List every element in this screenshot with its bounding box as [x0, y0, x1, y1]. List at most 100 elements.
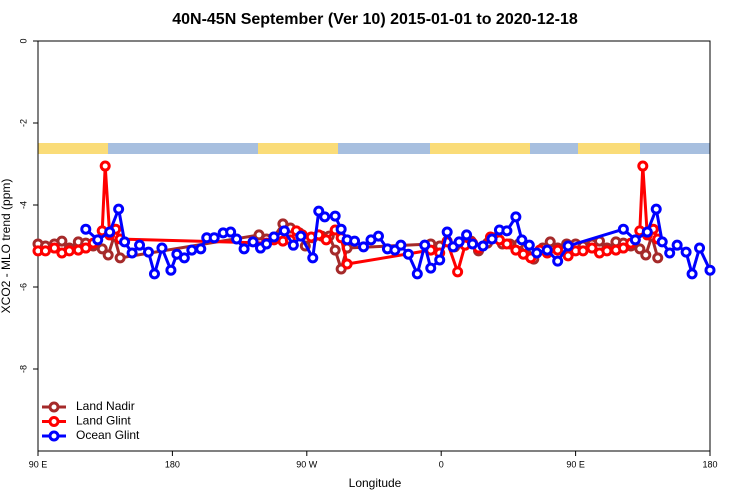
- y-tick-label: 0: [18, 38, 28, 43]
- point: [143, 246, 155, 258]
- point: [541, 244, 553, 256]
- point: [637, 160, 649, 172]
- point: [231, 233, 243, 245]
- x-tick-label: 90 E: [29, 459, 48, 469]
- point: [395, 239, 407, 251]
- legend-marker: [48, 430, 60, 442]
- point: [48, 242, 60, 254]
- point: [671, 239, 683, 251]
- point: [419, 239, 431, 251]
- point: [260, 238, 272, 250]
- point: [156, 242, 168, 254]
- legend-marker: [48, 401, 60, 413]
- legend-label: Ocean Glint: [76, 428, 140, 442]
- point: [92, 234, 104, 246]
- point: [319, 211, 331, 223]
- legend-label: Land Nadir: [76, 399, 135, 413]
- point: [287, 239, 299, 251]
- point: [523, 239, 535, 251]
- point: [686, 268, 698, 280]
- point: [434, 254, 446, 266]
- y-tick-label: -4: [18, 201, 28, 209]
- point: [113, 203, 125, 215]
- point: [335, 223, 347, 235]
- point: [601, 245, 613, 257]
- point: [402, 248, 414, 260]
- point: [372, 230, 384, 242]
- point: [341, 258, 353, 270]
- point: [501, 225, 513, 237]
- point: [461, 229, 473, 241]
- point: [39, 245, 51, 257]
- point: [349, 235, 361, 247]
- point: [134, 239, 146, 251]
- point: [641, 226, 653, 238]
- point: [694, 242, 706, 254]
- point: [467, 238, 479, 250]
- point: [656, 236, 668, 248]
- point: [80, 223, 92, 235]
- point: [208, 232, 220, 244]
- point: [617, 223, 629, 235]
- y-tick-label: -2: [18, 119, 28, 127]
- point: [562, 250, 574, 262]
- point: [56, 235, 68, 247]
- point: [510, 211, 522, 223]
- x-tick-label: 90 E: [566, 459, 585, 469]
- point: [358, 241, 370, 253]
- point: [238, 243, 250, 255]
- x-axis-label: Longitude: [349, 476, 402, 490]
- point: [640, 249, 652, 261]
- point: [295, 230, 307, 242]
- point: [119, 236, 131, 248]
- point: [278, 225, 290, 237]
- point: [664, 247, 676, 259]
- y-tick-label: -8: [18, 365, 28, 373]
- point: [452, 266, 464, 278]
- point: [268, 231, 280, 243]
- point: [486, 233, 498, 245]
- x-tick-label: 0: [439, 459, 444, 469]
- point: [329, 210, 341, 222]
- chart-title: 40N-45N September (Ver 10) 2015-01-01 to…: [172, 11, 578, 28]
- point: [650, 203, 662, 215]
- point: [195, 243, 207, 255]
- y-tick-label: -6: [18, 283, 28, 291]
- x-tick-label: 180: [165, 459, 180, 469]
- point: [425, 262, 437, 274]
- point: [586, 242, 598, 254]
- point: [99, 160, 111, 172]
- point: [501, 238, 513, 250]
- point: [634, 243, 646, 255]
- point: [102, 249, 114, 261]
- point: [629, 234, 641, 246]
- x-tick-label: 90 W: [296, 459, 318, 469]
- point: [531, 247, 543, 259]
- point: [411, 268, 423, 280]
- point: [126, 247, 138, 259]
- point: [114, 252, 126, 264]
- point: [186, 244, 198, 256]
- point: [453, 236, 465, 248]
- map-strip: [38, 143, 710, 154]
- point: [617, 242, 629, 254]
- x-tick-label: 180: [702, 459, 717, 469]
- point: [562, 240, 574, 252]
- point: [680, 246, 692, 258]
- point: [577, 245, 589, 257]
- point: [329, 244, 341, 256]
- legend-marker: [48, 416, 60, 427]
- point: [165, 264, 177, 276]
- point: [225, 226, 237, 238]
- point: [178, 252, 190, 264]
- point: [552, 255, 564, 267]
- point: [516, 234, 528, 246]
- point: [652, 252, 664, 264]
- point: [63, 245, 75, 257]
- point: [148, 268, 160, 280]
- point: [104, 226, 116, 238]
- point: [441, 226, 453, 238]
- point: [704, 264, 716, 276]
- point: [80, 242, 92, 254]
